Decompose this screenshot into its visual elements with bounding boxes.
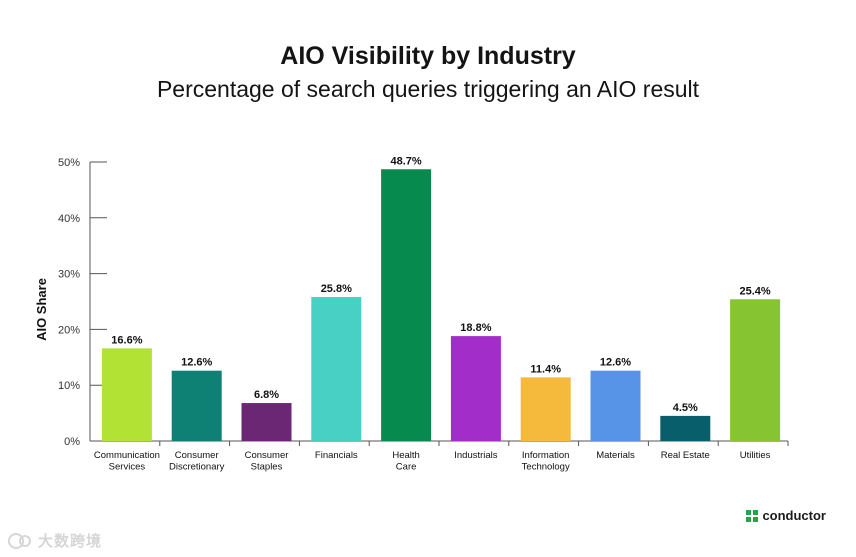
bar	[660, 415, 711, 441]
x-tick-label: Consumer Staples	[245, 450, 289, 473]
bar	[241, 403, 292, 441]
bar-value-label: 25.8%	[321, 283, 352, 295]
bar-value-label: 18.8%	[460, 322, 491, 334]
x-tick-label-line: Materials	[596, 450, 635, 461]
x-tick-label-line: Discretionary	[169, 462, 225, 473]
x-tick-label-line: Technology	[522, 462, 570, 473]
x-tick-label-line: Health	[392, 450, 419, 461]
bar	[101, 348, 152, 441]
x-tick-label: Health Care	[392, 450, 419, 473]
watermark-logo-icon	[8, 532, 31, 549]
x-tick-label: Financials	[315, 450, 358, 461]
bar	[311, 297, 362, 441]
x-tick-label-line: Services	[109, 462, 146, 473]
x-tick-label: Communication Services	[94, 450, 160, 473]
chart-bars	[101, 169, 781, 441]
x-tick-label-line: Industrials	[454, 450, 498, 461]
conductor-logo-icon	[746, 509, 759, 522]
x-tick-label-line: Financials	[315, 450, 358, 461]
x-tick-label-line: Utilities	[740, 450, 771, 461]
brand-logo: conductor	[746, 508, 826, 523]
x-tick-label-line: Consumer	[175, 450, 219, 461]
bar	[520, 377, 571, 441]
bar	[590, 370, 641, 441]
x-tick-label-line: Staples	[251, 462, 283, 473]
bar-value-label: 16.6%	[111, 334, 142, 346]
bar-value-label: 6.8%	[254, 389, 279, 401]
bar	[450, 336, 501, 441]
x-tick-label: Materials	[596, 450, 635, 461]
chart-axes: 0% 10% 20% 30% 40% 50% AIO Share	[34, 157, 789, 448]
bar	[381, 169, 432, 441]
bar-value-label: 25.4%	[739, 285, 770, 297]
x-tick-label-line: Care	[396, 462, 417, 473]
bar-value-label: 12.6%	[600, 357, 631, 369]
x-tick-label: Consumer Discretionary	[169, 450, 225, 473]
watermark-text: 大数跨境	[38, 533, 103, 550]
chart-title: AIO Visibility by Industry	[280, 42, 576, 70]
chart-subtitle: Percentage of search queries triggering …	[156, 76, 700, 102]
bar-value-label: 11.4%	[530, 363, 561, 375]
brand-name: conductor	[762, 508, 826, 523]
bar-value-label: 4.5%	[673, 402, 698, 414]
x-tick-label: Real Estate	[661, 450, 710, 461]
x-tick-label: Information Technology	[522, 450, 570, 473]
x-tick-label: Utilities	[740, 450, 771, 461]
x-tick-label-line: Real Estate	[661, 450, 710, 461]
x-tick-label: Industrials	[454, 450, 498, 461]
y-tick-label: 40%	[58, 213, 80, 225]
y-tick-label: 50%	[58, 157, 80, 169]
y-tick-label: 10%	[58, 380, 80, 392]
bar	[171, 370, 222, 441]
watermark: 大数跨境	[6, 530, 102, 551]
y-axis-title: AIO Share	[34, 278, 49, 341]
y-tick-label: 0%	[64, 436, 80, 448]
x-tick-label-line: Communication	[94, 450, 160, 461]
x-tick-label-line: Information	[522, 450, 570, 461]
bar-value-label: 12.6%	[181, 357, 212, 369]
y-tick-label: 20%	[58, 324, 80, 336]
y-tick-label: 30%	[58, 269, 80, 281]
bar-value-label: 48.7%	[390, 155, 421, 167]
bar	[730, 299, 781, 441]
x-tick-label-line: Consumer	[245, 450, 289, 461]
